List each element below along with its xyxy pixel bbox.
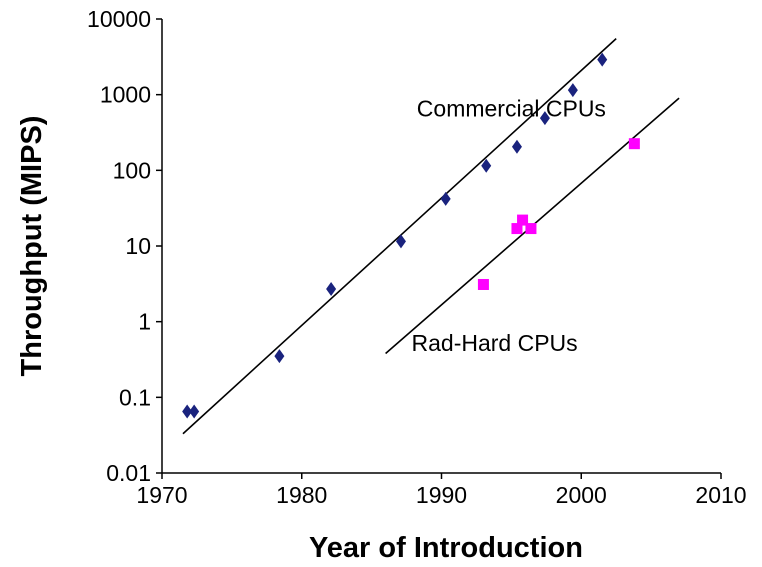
y-tick-label: 0.1 — [119, 384, 151, 410]
point-commercial-cpus — [511, 139, 522, 154]
point-rad-hard-cpus — [511, 223, 523, 235]
tick-labels: 0.01 0.1 1 10 100 1000 10000 1970 1980 1990 2000 20… — [87, 6, 747, 508]
annotation-label: Rad-Hard CPUs — [412, 330, 578, 356]
point-commercial-cpus — [539, 111, 550, 126]
x-tick-label: 2000 — [556, 482, 607, 508]
data-points — [182, 52, 640, 419]
y-tick-label: 0.01 — [106, 460, 151, 486]
x-axis-title: Year of Introduction — [309, 532, 583, 564]
point-rad-hard-cpus — [525, 223, 537, 235]
y-tick-label: 1000 — [100, 82, 151, 108]
point-rad-hard-cpus — [477, 278, 489, 290]
x-tick-label: 1980 — [276, 482, 327, 508]
x-tick-label: 1990 — [416, 482, 467, 508]
x-tick-label: 1970 — [136, 482, 187, 508]
axes — [156, 18, 722, 479]
annotations: Commercial CPUs Rad-Hard CPUs — [412, 96, 606, 356]
y-tick-label: 10000 — [87, 6, 151, 32]
point-commercial-cpus — [395, 234, 406, 249]
y-tick-label: 1 — [138, 309, 151, 335]
point-commercial-cpus — [189, 404, 200, 419]
trendline-commercial-cpus — [182, 38, 617, 435]
x-tick-label: 2010 — [695, 482, 746, 508]
point-commercial-cpus — [481, 158, 492, 173]
annotation-label: Commercial CPUs — [417, 96, 606, 122]
y-axis-title: Throughput (MIPS) — [16, 116, 48, 377]
point-commercial-cpus — [440, 191, 451, 206]
y-tick-label: 10 — [125, 233, 151, 259]
point-commercial-cpus — [182, 404, 193, 419]
y-tick-label: 100 — [113, 157, 151, 183]
point-commercial-cpus — [274, 349, 285, 364]
point-commercial-cpus — [326, 282, 337, 297]
point-commercial-cpus — [597, 52, 608, 67]
point-rad-hard-cpus — [628, 138, 640, 150]
point-commercial-cpus — [567, 83, 578, 98]
point-rad-hard-cpus — [517, 214, 529, 226]
